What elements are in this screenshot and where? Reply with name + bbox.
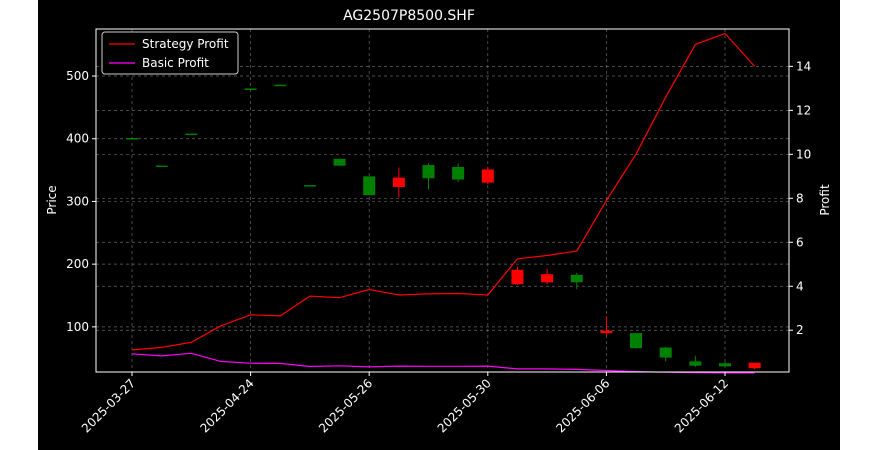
x-tick-label: 2025-06-12 [672,376,731,435]
candle-body [630,333,643,349]
y-right-tick-label: 8 [796,191,804,205]
candle-body [303,185,316,187]
x-tick-label: 2025-04-24 [198,376,257,435]
y-axis-right: 2 4 6 8 10 12 14 [789,59,811,337]
y-axis-left-label: Price [45,185,59,214]
candle-body [244,88,257,90]
grid [96,29,789,372]
candle-body [274,84,287,87]
x-tick-label: 2025-06-06 [553,376,612,435]
legend-basic-label: Basic Profit [142,56,209,70]
x-axis: 2025-03-27 2025-04-24 2025-05-26 2025-05-30… [79,372,731,435]
chart-title: AG2507P8500.SHF [343,8,475,24]
y-right-tick-label: 4 [796,279,804,293]
chart-svg: AG2507P8500.SHF 2025-03-27 2025-04-24 2025… [45,8,832,435]
candle-body [155,165,168,168]
candle-body [600,330,613,334]
candle-body [452,166,465,180]
y-right-tick-label: 14 [796,59,811,73]
candle-body [126,137,138,140]
candle-body [333,158,346,166]
candle-body [719,363,731,367]
candle-body [185,133,198,136]
profit-lines [131,32,756,374]
candle-body [511,269,524,285]
candle-body [481,169,494,183]
legend-strategy-label: Strategy Profit [142,37,229,51]
candle-body [659,347,672,358]
legend-box [101,31,239,75]
y-axis-left: 100 200 300 400 500 [66,69,96,334]
candle-body [392,177,405,188]
candle-body [422,165,435,179]
y-left-tick-label: 200 [66,257,89,271]
candle-body [689,361,702,366]
y-right-tick-label: 6 [796,235,804,249]
y-right-tick-label: 2 [796,323,804,337]
y-right-tick-label: 10 [796,147,811,161]
y-left-tick-label: 400 [66,132,89,146]
candle-body [748,362,761,369]
candle-body [541,274,554,283]
chart-figure: AG2507P8500.SHF 2025-03-27 2025-04-24 2025… [38,0,840,450]
y-axis-right-label: Profit [818,184,832,216]
strategy-profit-line [131,32,756,351]
legend: Strategy Profit Basic Profit [101,31,239,75]
x-tick-label: 2025-05-30 [435,376,494,435]
x-tick-label: 2025-05-26 [316,376,375,435]
plot-frame [95,28,790,373]
y-left-tick-label: 100 [66,320,89,334]
candles [126,84,761,370]
y-right-tick-label: 12 [796,103,811,117]
y-left-tick-label: 300 [66,194,89,208]
candle-body [570,274,583,283]
x-tick-label: 2025-03-27 [79,376,138,435]
candle-body [363,176,376,196]
y-left-tick-label: 500 [66,69,89,83]
